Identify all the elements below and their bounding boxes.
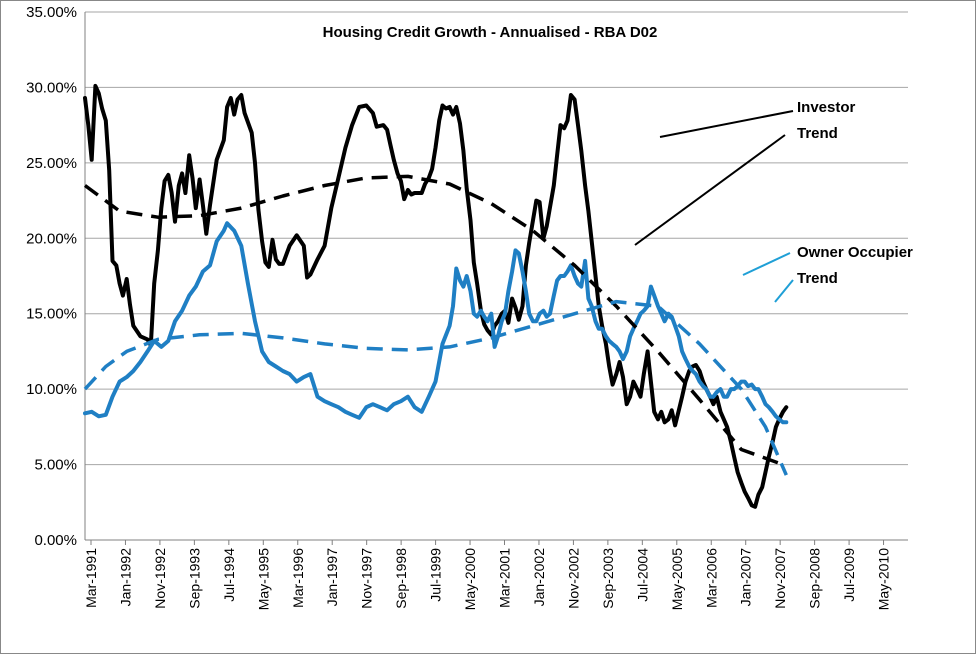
annotation-arrow-owner-trend	[774, 279, 794, 303]
x-tick-label: Mar-2001	[497, 548, 513, 608]
y-tick-label: 10.00%	[26, 381, 77, 398]
x-tick-label: Jul-2004	[634, 548, 650, 602]
y-tick-label: 35.00%	[26, 4, 77, 21]
series-line-owner-occupier	[83, 221, 789, 425]
x-tick-label: Jul-1994	[221, 548, 237, 602]
annotation-arrow-investor	[659, 110, 794, 138]
x-tick-label: Nov-1992	[152, 548, 168, 609]
y-tick-label: 15.00%	[26, 306, 77, 323]
x-tick-label: Mar-2006	[703, 548, 719, 608]
x-tick-label: Nov-1997	[359, 548, 375, 609]
y-tick-label: 5.00%	[34, 457, 77, 474]
x-tick-label: Jan-1992	[117, 548, 133, 607]
x-tick-label: Nov-2007	[772, 548, 788, 609]
x-tick-label: May-2000	[462, 548, 478, 610]
x-tick-label: May-2010	[876, 548, 892, 610]
x-tick-labels: Mar-1991 Jan-1992 Nov-1992 Sep-1993 Jul-1994…	[83, 548, 892, 610]
series-line-investor	[83, 83, 789, 509]
x-tick-label: Nov-2002	[565, 548, 581, 609]
chart-title: Housing Credit Growth - Annualised - RBA…	[323, 24, 658, 41]
x-tick-label: Mar-1991	[83, 548, 99, 608]
y-tick-label: 0.00%	[34, 532, 77, 549]
annotation-arrow-owner-occupier	[742, 252, 791, 276]
x-tick-label: Sep-1993	[186, 548, 202, 609]
x-tick-label: Jan-2007	[738, 548, 754, 607]
x-tick-label: Jul-1999	[428, 548, 444, 602]
series-line-owner-occupier-trend	[83, 299, 788, 476]
y-tick-label: 25.00%	[26, 155, 77, 172]
x-tick-label: Sep-1998	[393, 548, 409, 609]
y-tick-labels: 0.00% 5.00% 10.00% 15.00% 20.00% 25.00% 30.00%…	[26, 4, 77, 549]
x-tick-label: May-2005	[669, 548, 685, 610]
annotation-owner-occupier: Owner Occupier	[797, 244, 913, 261]
x-tick-label: May-1995	[255, 548, 271, 610]
annotation-investor-trend: Trend	[797, 125, 838, 142]
annotation-investor: Investor	[797, 99, 856, 116]
series-line-investor-trend	[83, 174, 784, 467]
annotation-owner-trend: Trend	[797, 270, 838, 287]
x-tick-label: Sep-2003	[600, 548, 616, 609]
series-group	[83, 83, 789, 509]
x-tick-label: Sep-2008	[807, 548, 823, 609]
y-tick-label: 20.00%	[26, 230, 77, 247]
x-tick-label: Jan-2002	[531, 548, 547, 607]
annotation-arrow-investor-trend	[634, 134, 786, 246]
x-tick-label: Jul-2009	[841, 548, 857, 602]
x-tick-label: Jan-1997	[324, 548, 340, 607]
x-tick-label: Mar-1996	[290, 548, 306, 608]
y-tick-label: 30.00%	[26, 79, 77, 96]
